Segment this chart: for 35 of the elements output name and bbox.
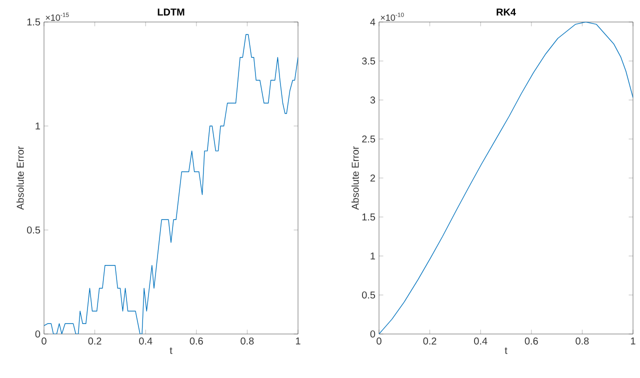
x-tick-label: 0.6: [524, 338, 538, 345]
y-tick-label: 0.5: [362, 291, 376, 299]
y-tick-label: 1.5: [27, 18, 40, 26]
x-axis-title: t: [504, 347, 508, 354]
chart-title: LDTM: [158, 8, 184, 16]
y-tick-label: 3: [370, 96, 376, 104]
y-tick-label: 1.5: [362, 214, 376, 220]
x-tick-label: 0.6: [190, 338, 203, 345]
y-tick-label: 0: [370, 330, 376, 338]
x-tick-label: 0.8: [576, 338, 589, 345]
x-tick-label: 0: [42, 338, 46, 345]
x-tick-label: 0.2: [88, 338, 102, 345]
y-tick-label: 3.5: [362, 57, 376, 65]
y-tick-label: 2: [370, 174, 375, 182]
text: ×10$^{-10}$: [380, 12, 404, 21]
x-axis-title: t: [170, 347, 172, 354]
x-tick-label: 0.2: [423, 338, 436, 345]
x-tick-label: 0.4: [139, 338, 152, 345]
x-tick-label: 0: [376, 338, 382, 345]
y-tick-label: 0: [35, 330, 40, 338]
y-tick-label: 4: [370, 18, 376, 26]
line-series: [44, 34, 298, 334]
y-axis-title: Absolute Error: [16, 146, 24, 210]
y-tick-label: 2.5: [362, 135, 376, 143]
y-tick-label: 1: [370, 252, 376, 260]
y-tick-label: 0.5: [27, 226, 40, 234]
x-tick-label: 0.4: [474, 338, 488, 345]
line-series: [379, 22, 634, 334]
text: ×10$^{-15}$: [46, 12, 69, 21]
x-tick-label: 1: [296, 338, 300, 344]
y-tick-label: 1: [36, 122, 40, 130]
x-tick-label: 1: [631, 338, 636, 344]
y-axis-title: Absolute Error: [351, 146, 359, 210]
x-tick-label: 0.8: [240, 338, 254, 345]
chart-title: RK4: [496, 8, 516, 16]
